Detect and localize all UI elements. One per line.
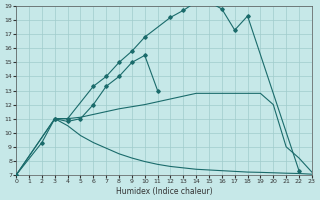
X-axis label: Humidex (Indice chaleur): Humidex (Indice chaleur)	[116, 187, 212, 196]
